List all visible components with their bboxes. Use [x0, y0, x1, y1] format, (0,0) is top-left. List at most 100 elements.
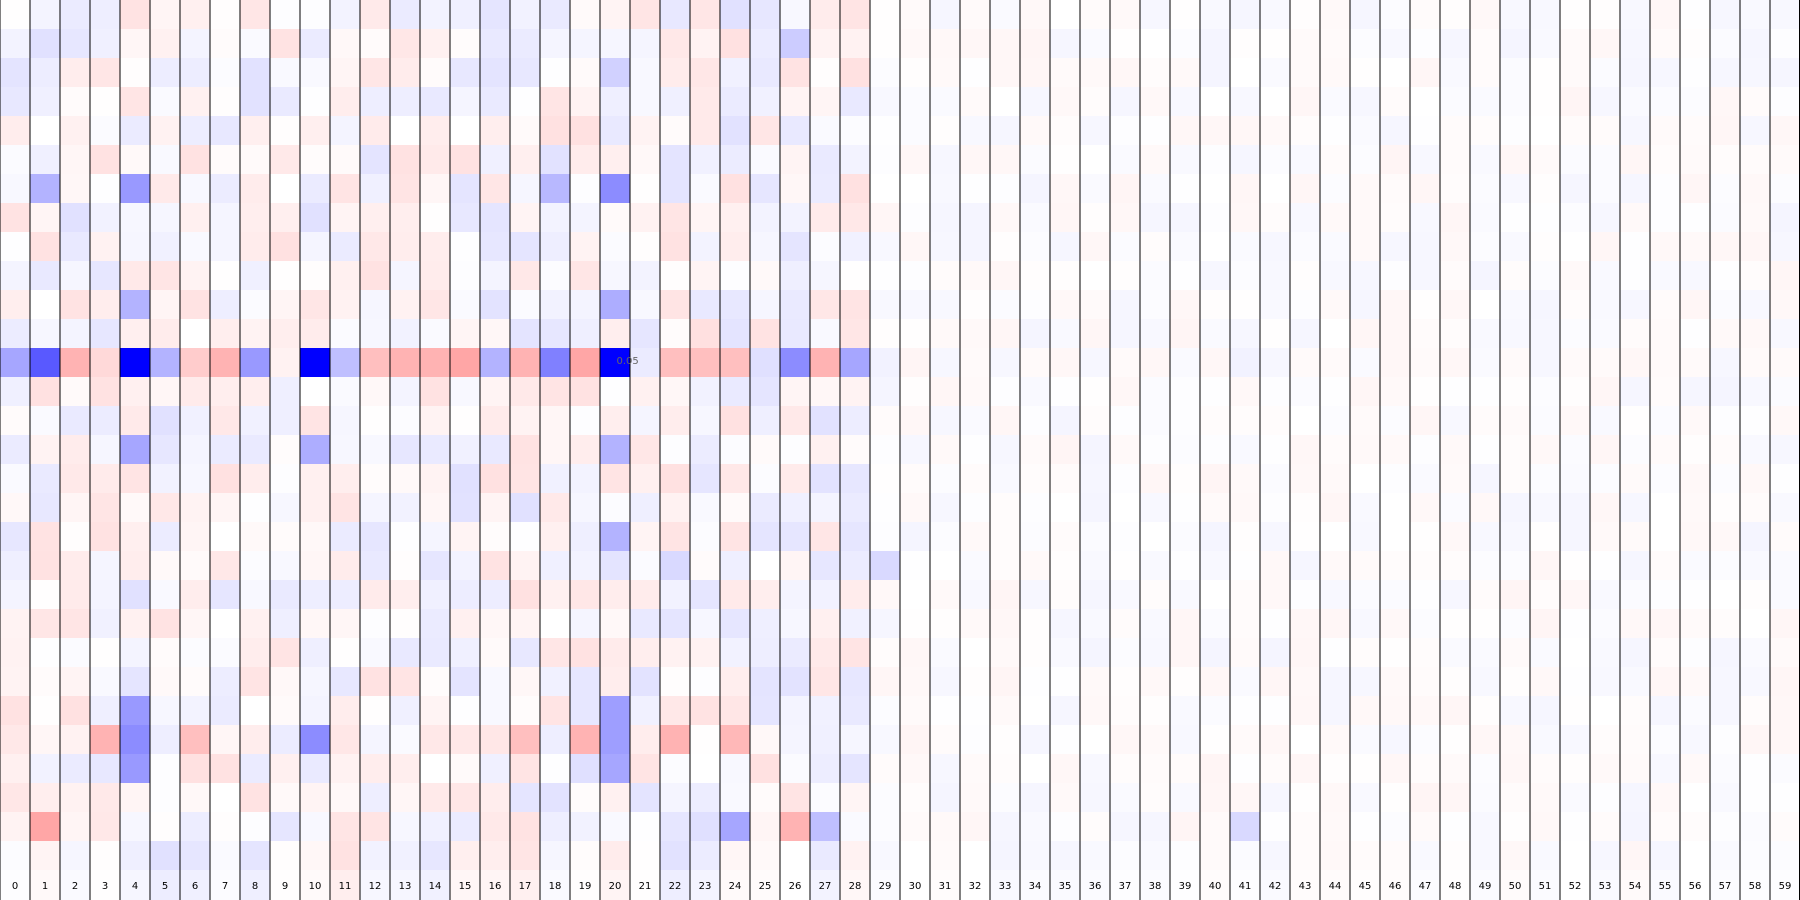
heatmap-cell — [60, 551, 91, 581]
heatmap-cell — [1320, 290, 1351, 320]
heatmap-cell — [630, 725, 661, 755]
heatmap-cell — [990, 696, 1021, 726]
heatmap-cell — [840, 696, 871, 726]
heatmap-cell — [1200, 290, 1231, 320]
heatmap-cell — [660, 290, 691, 320]
heatmap-cell — [90, 145, 121, 175]
heatmap-cell — [1470, 116, 1501, 146]
heatmap-cell — [450, 58, 481, 88]
heatmap-cell — [390, 493, 421, 523]
heatmap-cell — [1470, 406, 1501, 436]
heatmap-cell — [1230, 87, 1261, 117]
heatmap-cell — [840, 609, 871, 639]
heatmap-cell — [1380, 348, 1411, 378]
heatmap-cell — [1710, 696, 1741, 726]
heatmap-cell — [1110, 290, 1141, 320]
heatmap-cell — [570, 725, 601, 755]
heatmap-cell — [1680, 0, 1711, 30]
heatmap-cell — [990, 725, 1021, 755]
heatmap-cell — [720, 783, 751, 813]
heatmap-cell — [630, 841, 661, 871]
heatmap-cell — [1680, 522, 1711, 552]
heatmap-cell — [1440, 841, 1471, 871]
x-tick-label: 55 — [1659, 881, 1672, 892]
heatmap-cell — [360, 783, 391, 813]
heatmap-cell — [300, 0, 331, 30]
heatmap-cell — [1440, 667, 1471, 697]
heatmap-cell — [1590, 493, 1621, 523]
heatmap-cell — [60, 232, 91, 262]
heatmap-cell — [30, 406, 61, 436]
heatmap-cell — [1230, 638, 1261, 668]
heatmap-cell — [1110, 522, 1141, 552]
heatmap-cell — [1020, 522, 1051, 552]
heatmap-cell — [1260, 551, 1291, 581]
heatmap-cell — [180, 116, 211, 146]
heatmap-cell — [570, 87, 601, 117]
heatmap-cell — [120, 696, 151, 726]
heatmap-cell — [0, 261, 31, 291]
heatmap-cell — [870, 0, 901, 30]
heatmap-cell — [780, 290, 811, 320]
heatmap-cell — [0, 348, 31, 378]
heatmap-cell — [540, 580, 571, 610]
x-label-cell — [870, 870, 901, 900]
heatmap-cell — [0, 638, 31, 668]
x-tick-label: 14 — [429, 881, 442, 892]
heatmap-cell — [1110, 406, 1141, 436]
heatmap-cell — [930, 580, 961, 610]
heatmap-cell — [1440, 203, 1471, 233]
heatmap-cell — [1200, 435, 1231, 465]
heatmap-cell — [1680, 290, 1711, 320]
heatmap-cell — [1020, 58, 1051, 88]
heatmap-cell — [240, 261, 271, 291]
heatmap-cell — [330, 348, 361, 378]
heatmap-cell — [420, 696, 451, 726]
heatmap-cell — [540, 377, 571, 407]
heatmap-cell — [240, 0, 271, 30]
heatmap-cell — [1770, 290, 1800, 320]
heatmap-cell — [510, 406, 541, 436]
heatmap-cell — [270, 232, 301, 262]
heatmap-cell — [1260, 29, 1291, 59]
heatmap-cell — [870, 551, 901, 581]
heatmap-cell — [540, 348, 571, 378]
heatmap-cell — [1380, 406, 1411, 436]
heatmap-cell — [1290, 29, 1321, 59]
heatmap-cell — [510, 58, 541, 88]
heatmap-cell — [30, 725, 61, 755]
heatmap-cell — [1200, 174, 1231, 204]
heatmap-cell — [1230, 290, 1261, 320]
heatmap-cell — [1320, 609, 1351, 639]
x-tick-label: 48 — [1449, 881, 1462, 892]
heatmap-cell — [300, 116, 331, 146]
heatmap-cell — [1650, 261, 1681, 291]
heatmap-cell — [1440, 406, 1471, 436]
heatmap-cell — [150, 203, 181, 233]
heatmap-cell — [1740, 464, 1771, 494]
heatmap-cell — [600, 435, 631, 465]
heatmap-cell — [330, 203, 361, 233]
heatmap-cell — [750, 551, 781, 581]
heatmap-cell — [810, 319, 841, 349]
heatmap-cell — [120, 667, 151, 697]
heatmap-cell — [1320, 638, 1351, 668]
heatmap-cell — [600, 609, 631, 639]
heatmap-cell — [630, 261, 661, 291]
heatmap-cell — [960, 638, 991, 668]
heatmap-cell — [150, 145, 181, 175]
heatmap-cell — [540, 696, 571, 726]
heatmap-cell — [1170, 551, 1201, 581]
x-tick-label: 56 — [1689, 881, 1702, 892]
heatmap-cell — [1140, 116, 1171, 146]
heatmap-cell — [60, 116, 91, 146]
heatmap-cell — [1680, 551, 1711, 581]
heatmap-cell — [1230, 551, 1261, 581]
heatmap-cell — [840, 203, 871, 233]
heatmap-cell — [150, 609, 181, 639]
heatmap-cell — [120, 522, 151, 552]
heatmap-cell — [270, 696, 301, 726]
heatmap-cell — [240, 638, 271, 668]
heatmap-cell — [90, 87, 121, 117]
heatmap-cell — [720, 203, 751, 233]
